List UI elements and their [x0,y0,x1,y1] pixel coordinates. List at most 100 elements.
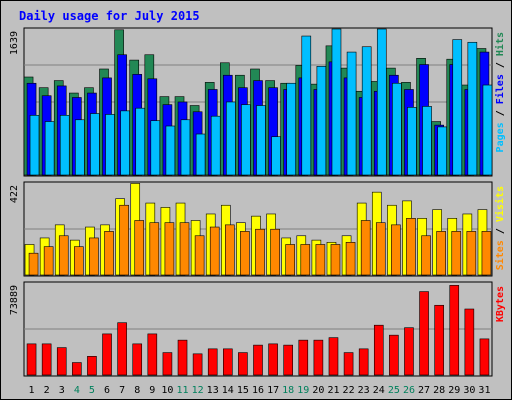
bar-sites-29 [451,231,462,276]
bar-pages-4 [75,119,85,176]
x-tick-label-7: 7 [119,385,125,396]
bar-sites-23 [360,220,371,276]
x-tick-label-5: 5 [89,385,95,396]
bar-pages-7 [120,110,130,176]
bar-kbytes-30 [464,308,475,376]
bar-pages-18 [286,82,296,176]
bar-kbytes-24 [373,324,384,376]
x-tick-label-9: 9 [149,385,155,396]
bar-sites-10 [164,222,175,276]
series-label-separator: / [495,56,506,74]
bar-pages-11 [180,119,191,176]
x-tick-label-29: 29 [448,385,460,396]
bar-kbytes-20 [313,339,324,376]
bar-kbytes-31 [479,338,490,376]
bar-pages-30 [467,41,478,176]
x-tick-label-28: 28 [433,385,445,396]
bar-pages-19 [301,35,312,176]
series-label-files: Files [494,74,506,104]
chart-panels: 1639 Pages / Files / Hits 422 Sites / Visit… [9,27,506,377]
bar-sites-2 [43,246,54,276]
bar-kbytes-18 [283,344,293,376]
bar-pages-26 [407,107,417,176]
bar-pages-15 [241,104,251,176]
bar-pages-16 [256,105,266,176]
x-tick-label-31: 31 [478,385,490,396]
bar-kbytes-28 [434,304,444,376]
bar-pages-22 [346,51,357,176]
x-tick-label-6: 6 [104,385,110,396]
bar-sites-13 [209,226,220,276]
bar-kbytes-19 [298,339,309,376]
x-tick-label-20: 20 [312,385,324,396]
bar-pages-21 [331,28,342,176]
bar-pages-5 [90,113,100,176]
bar-kbytes-11 [177,339,188,376]
bar-kbytes-17 [268,343,278,376]
bar-kbytes-2 [41,343,52,376]
bar-kbytes-16 [253,344,263,376]
bar-kbytes-4 [72,362,82,376]
series-label-pages: Pages [495,122,506,152]
bar-pages-23 [361,46,372,176]
x-tick-label-1: 1 [29,385,35,396]
bar-sites-6 [104,231,114,276]
bar-kbytes-27 [419,291,429,376]
x-tick-label-12: 12 [192,385,204,396]
bar-pages-27 [422,106,432,176]
bar-sites-5 [89,237,99,276]
bar-pages-25 [392,82,402,176]
x-axis: 1 2 3 4 5 6 7 8 9 10 11 12 13 14 15 16 17 18 19 20 21 22 23 24 2… [29,385,491,396]
x-tick-label-3: 3 [59,385,65,396]
x-tick-label-2: 2 [44,385,50,396]
x-tick-label-10: 10 [161,385,173,396]
series-axis-label: KBytes [495,286,506,322]
bar-pages-10 [165,125,176,176]
x-tick-label-15: 15 [237,385,249,396]
bar-sites-14 [225,224,235,276]
bar-kbytes-7 [117,322,127,376]
bar-sites-9 [149,222,160,276]
bar-sites-24 [375,222,386,276]
series-axis-label: Pages / Files / Hits [494,32,506,152]
bar-sites-16 [255,228,265,276]
series-axis-label: Sites / Visits [494,186,506,270]
series-label-visits: Visits [494,186,506,222]
bar-sites-7 [119,204,129,276]
bar-pages-13 [210,115,221,176]
bar-sites-28 [436,231,446,276]
panel-visits-sites: 422 Sites / Visits [9,181,506,277]
x-tick-label-19: 19 [297,385,309,396]
bar-sites-31 [481,231,492,276]
bar-sites-18 [285,244,295,276]
bar-kbytes-29 [449,285,460,376]
x-tick-label-23: 23 [358,385,370,396]
bar-sites-26 [406,218,416,276]
y-max-label: 1639 [9,31,20,55]
x-tick-label-27: 27 [418,385,430,396]
bar-sites-4 [74,246,84,276]
bar-sites-22 [345,242,356,276]
series-label-hits: Hits [494,32,506,56]
x-tick-label-11: 11 [176,385,188,396]
x-tick-label-21: 21 [327,385,339,396]
x-tick-label-16: 16 [252,385,264,396]
bar-pages-14 [226,101,236,176]
bar-pages-20 [316,66,327,176]
bar-sites-17 [270,228,280,276]
bar-pages-29 [452,39,463,176]
x-tick-label-22: 22 [343,385,355,396]
bar-pages-9 [150,120,161,176]
bar-pages-31 [482,84,493,176]
bar-pages-17 [271,136,281,176]
y-max-label: 422 [9,185,20,203]
x-tick-label-14: 14 [222,385,234,396]
bar-pages-1 [29,115,40,176]
bar-kbytes-25 [389,334,399,376]
x-tick-label-30: 30 [463,385,475,396]
bar-pages-3 [59,115,70,176]
chart-title: Daily usage for July 2015 [19,9,200,23]
bar-kbytes-12 [192,353,203,376]
bar-sites-3 [58,235,69,276]
